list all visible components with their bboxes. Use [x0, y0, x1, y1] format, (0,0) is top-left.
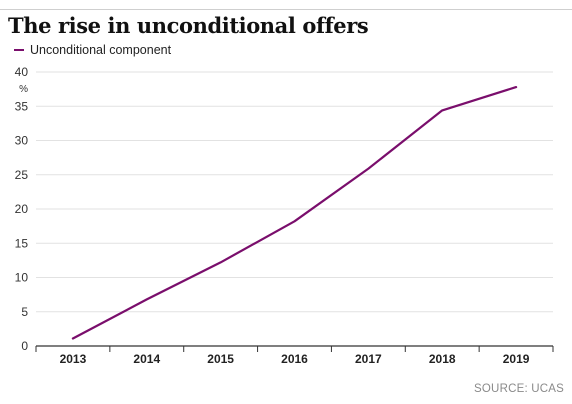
- x-tick-labels: 2013 2014 2015 2016 2017 2018 2019: [60, 352, 530, 366]
- y-tick-labels: 0 5 10 15 20 25 30 35 40: [15, 65, 29, 353]
- gridlines: [36, 71, 553, 313]
- top-rule: [0, 9, 572, 10]
- x-tick-label-2017: 2017: [355, 352, 382, 366]
- series-line-0: [71, 85, 518, 340]
- y-tick-label-35: 35: [15, 99, 29, 113]
- x-tick-label-2013: 2013: [60, 352, 87, 366]
- y-tick-label-30: 30: [15, 134, 29, 148]
- y-unit-label: %: [19, 84, 28, 95]
- y-tick-label-0: 0: [21, 339, 28, 353]
- y-tick-label-5: 5: [21, 305, 28, 319]
- y-tick-label-10: 10: [15, 271, 29, 285]
- x-tick-label-2019: 2019: [503, 352, 530, 366]
- y-tick-label-25: 25: [15, 168, 29, 182]
- y-tick-label-40: 40: [15, 65, 29, 79]
- y-tick-label-15: 15: [15, 236, 29, 250]
- y-tick-label-20: 20: [15, 202, 29, 216]
- x-tick-label-2015: 2015: [207, 352, 234, 366]
- legend-label: Unconditional component: [30, 43, 172, 57]
- chart-title: The rise in unconditional offers: [8, 13, 369, 38]
- legend: Unconditional component: [14, 43, 171, 57]
- x-axis: [35, 345, 554, 352]
- x-tick-label-2016: 2016: [281, 352, 308, 366]
- x-tick-label-2014: 2014: [133, 352, 160, 366]
- legend-swatch: [14, 49, 24, 51]
- source-note: SOURCE: UCAS: [474, 383, 564, 395]
- x-tick-label-2018: 2018: [429, 352, 456, 366]
- series-lines: [71, 85, 518, 340]
